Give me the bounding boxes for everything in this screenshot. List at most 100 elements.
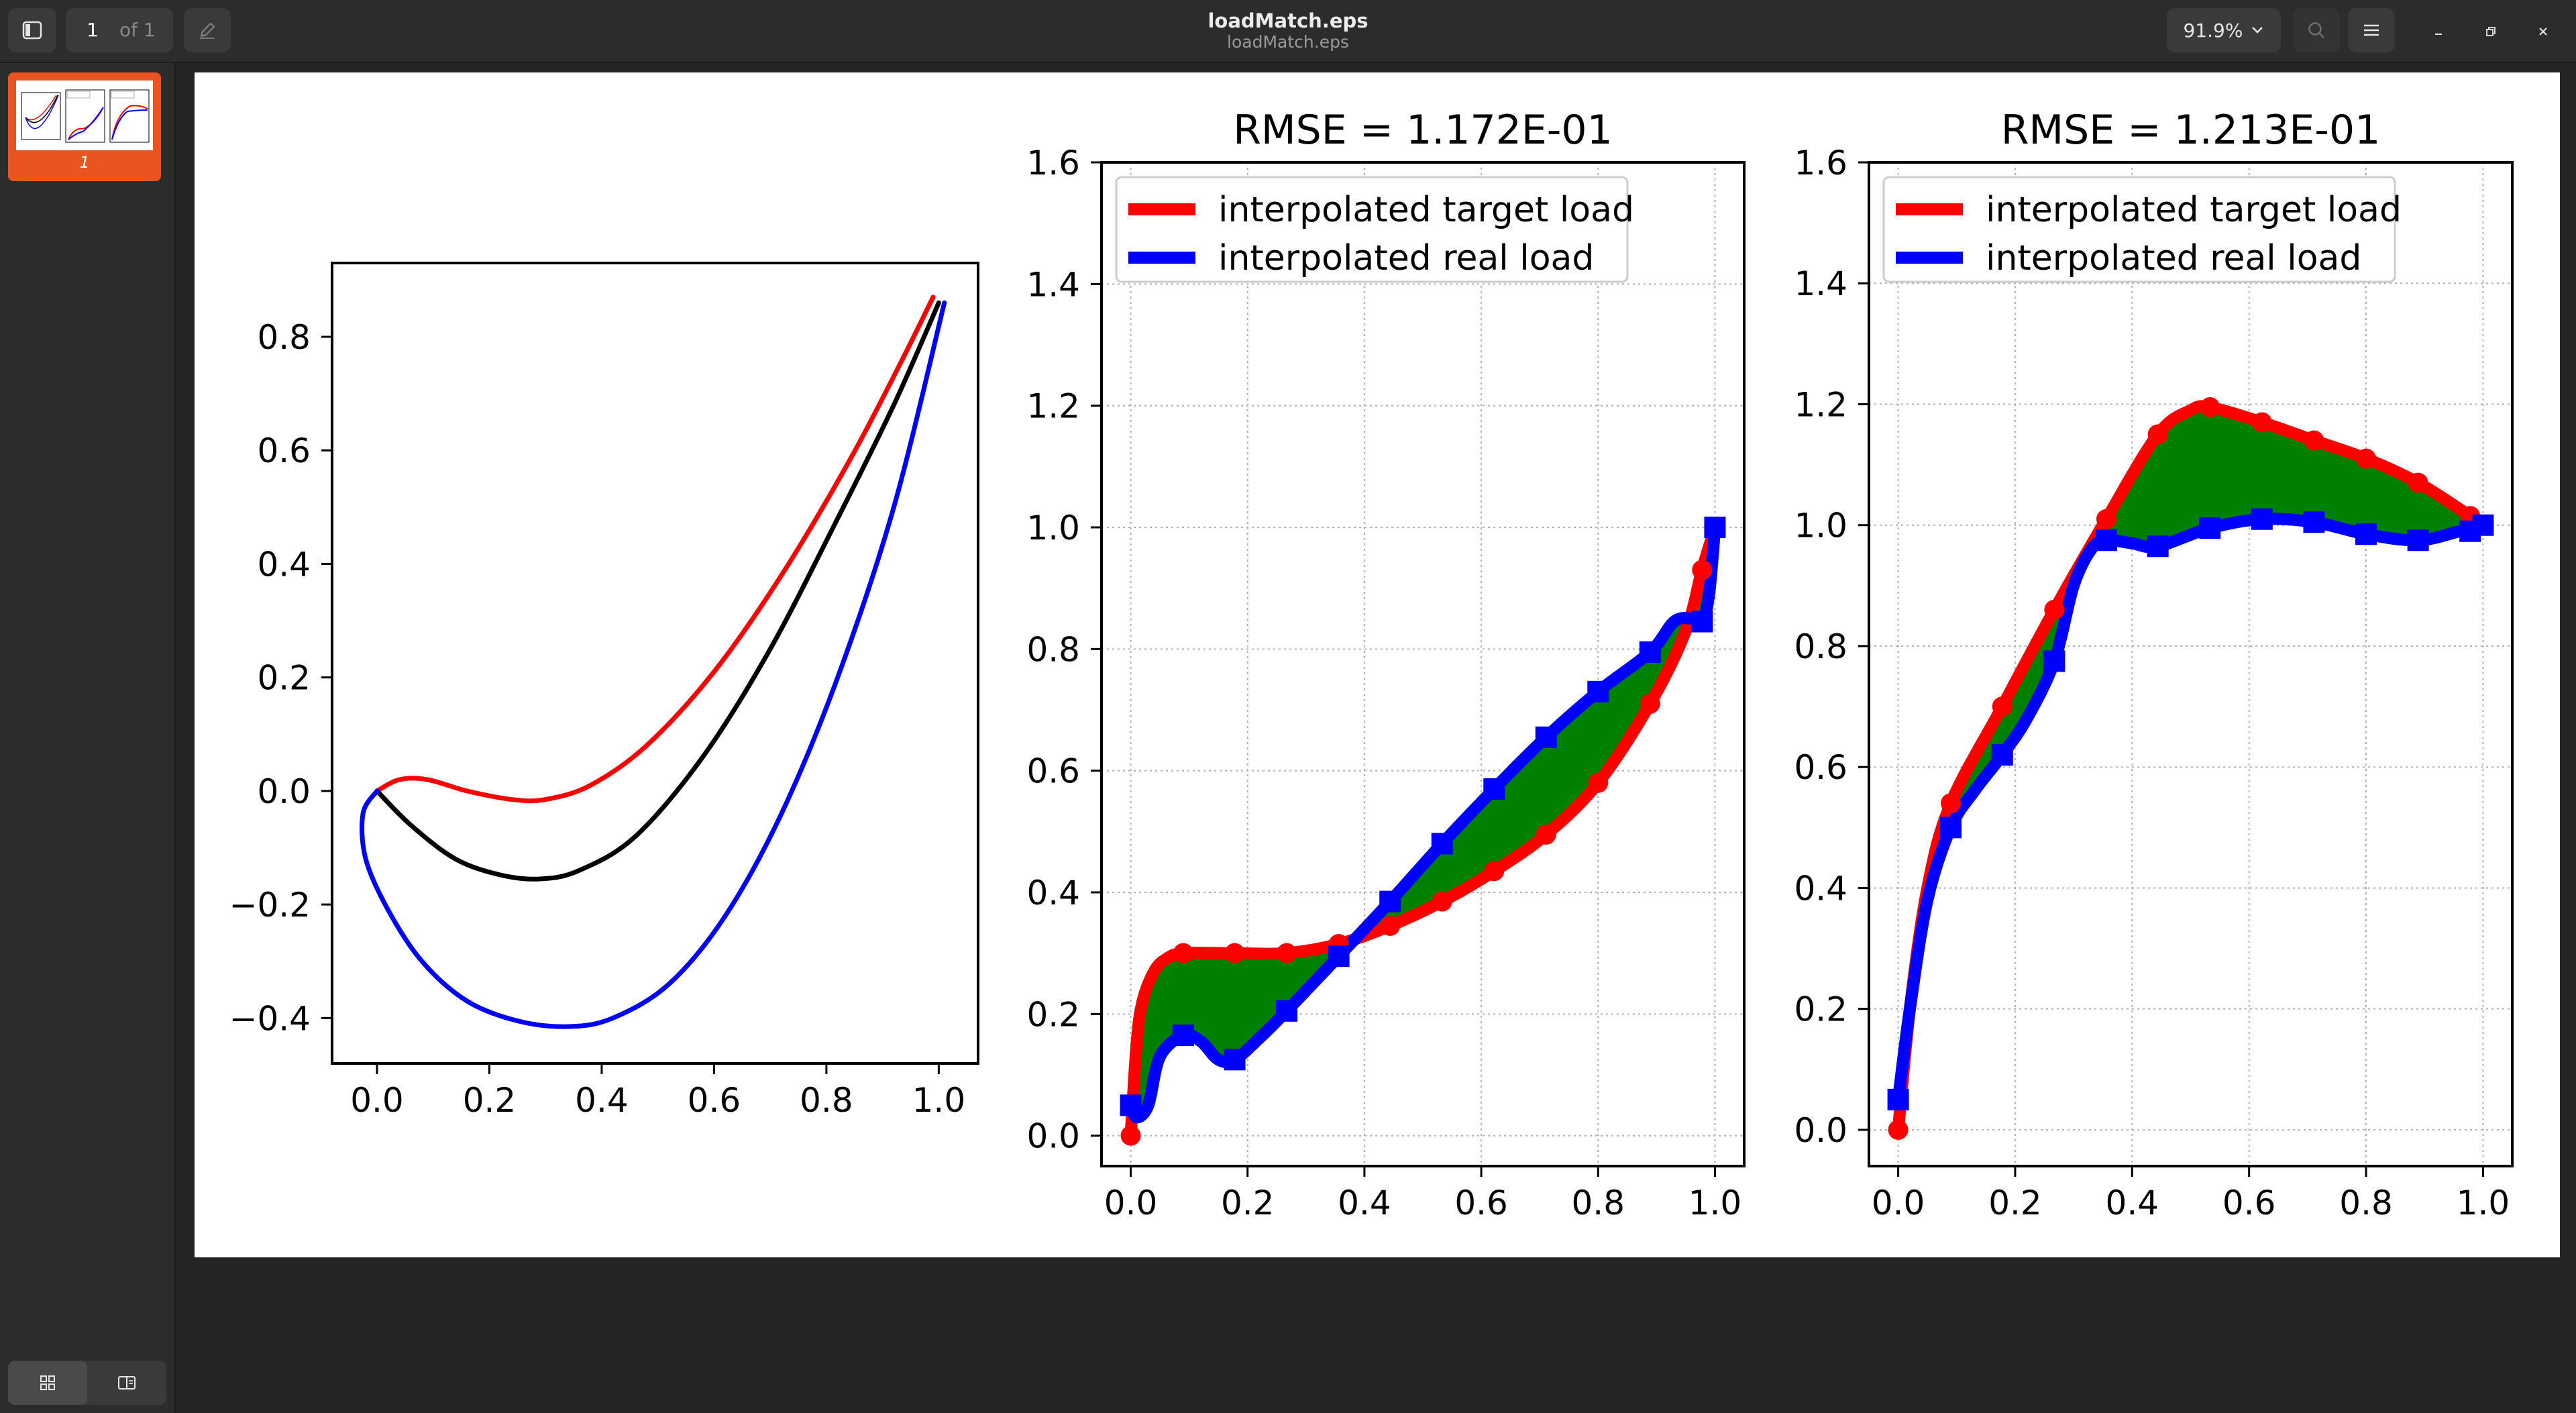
y-tick-label: 1.0: [1026, 509, 1080, 547]
window-title: loadMatch.eps: [1208, 9, 1368, 32]
zoom-dropdown[interactable]: 91.9%: [2167, 8, 2281, 52]
y-tick-label: −0.4: [229, 999, 311, 1038]
data-point-real: [1328, 945, 1350, 967]
y-tick-label: 0.6: [1026, 752, 1080, 791]
x-tick-label: 0.8: [1572, 1184, 1625, 1222]
series-line-interpolated-real-load: [1892, 513, 2489, 1106]
pencil-icon: [200, 22, 215, 39]
window-subtitle: loadMatch.eps: [1227, 32, 1349, 52]
data-point-real: [1991, 744, 2013, 766]
y-tick-label: 0.6: [257, 431, 311, 470]
minimize-button[interactable]: [2422, 15, 2455, 48]
data-point-real: [1276, 1000, 1298, 1022]
legend-box: [1882, 176, 2396, 283]
page-selector: 1 of 1: [66, 8, 173, 52]
header-bar: 1 of 1 loadMatch.eps loadMatch.eps 91.9%: [0, 0, 2576, 63]
series-line-2: [374, 300, 941, 882]
y-tick-label: 1.6: [1794, 144, 1847, 182]
y-tick-label: 0.4: [1026, 874, 1080, 912]
data-point-real: [2043, 650, 2065, 672]
y-tick-label: 1.4: [1026, 265, 1080, 304]
legend-label: interpolated target load: [1986, 190, 2402, 230]
data-point-real: [2303, 511, 2325, 533]
data-point-real: [1691, 611, 1713, 633]
data-point-target: [1888, 1119, 1909, 1140]
hamburger-icon: [2364, 24, 2379, 36]
y-tick-label: 0.6: [1794, 748, 1847, 787]
data-point-target: [1224, 943, 1245, 963]
thumbnails-view-button[interactable]: [8, 1361, 87, 1405]
book-icon: [118, 1376, 136, 1390]
y-tick-label: 1.6: [1026, 144, 1080, 182]
data-point-real: [2095, 529, 2117, 552]
document-page: 0.0 0.2 0.4 0.6 0.8 1.0 −0.4 −0.2 0.0 0.2 0.4 0.6 0.…: [195, 72, 2560, 1257]
data-point-target: [1640, 693, 1660, 714]
chart-title: RMSE = 1.213E-01: [2001, 107, 2381, 154]
data-point-target: [2044, 599, 2065, 620]
grid-icon: [40, 1375, 55, 1390]
data-point-real: [1172, 1025, 1194, 1047]
figure-canvas: 0.0 0.2 0.4 0.6 0.8 1.0−0.4−0.20.00.20.40.60.…: [229, 107, 2514, 1222]
y-tick-label: 0.2: [257, 659, 311, 698]
restore-icon: [2486, 27, 2496, 36]
data-point-real: [1535, 726, 1557, 748]
data-point-target: [2251, 412, 2272, 433]
x-tick-label: 0.0: [1104, 1184, 1158, 1222]
chevron-down-icon: [2252, 27, 2263, 34]
legend-label: interpolated target load: [1218, 190, 1634, 230]
minimize-icon: [2435, 34, 2442, 35]
x-tick-label: 0.2: [1221, 1184, 1275, 1222]
data-point-target: [1588, 772, 1609, 793]
data-point-target: [1173, 943, 1193, 963]
thumbnail-page-label: 1: [79, 153, 90, 172]
data-point-real: [1887, 1088, 1909, 1110]
y-tick-label: 0.0: [257, 772, 311, 811]
data-point-real: [1587, 680, 1609, 702]
x-tick-label: 1.0: [1688, 1184, 1742, 1222]
thumbnail-preview: [16, 81, 153, 150]
y-tick-label: 0.8: [1026, 630, 1080, 669]
data-point-real: [1224, 1049, 1246, 1071]
thumbnail-sidebar: 1: [0, 63, 176, 1413]
legend-label: interpolated real load: [1218, 238, 1594, 278]
y-tick-label: 1.0: [1794, 507, 1847, 545]
y-tick-label: 0.4: [257, 545, 311, 584]
sidebar-toggle-button[interactable]: [8, 8, 56, 52]
y-tick-label: 0.2: [1794, 990, 1847, 1029]
x-tick-label: 0.6: [1454, 1184, 1508, 1222]
y-tick-label: 1.2: [1794, 385, 1847, 424]
search-button[interactable]: [2293, 8, 2340, 52]
axes-frame: [1868, 161, 2514, 1167]
data-point-real: [1639, 641, 1661, 663]
data-point-target: [1536, 824, 1556, 845]
data-point-target: [2356, 448, 2377, 469]
chart-title: RMSE = 1.172E-01: [1233, 107, 1613, 154]
close-button[interactable]: [2526, 15, 2560, 48]
x-tick-label: 0.2: [1988, 1184, 2042, 1222]
outline-view-button[interactable]: [87, 1361, 166, 1405]
page-number-input[interactable]: 1: [87, 19, 99, 41]
x-tick-label: 0.4: [575, 1081, 629, 1120]
annotate-button[interactable]: [184, 8, 231, 52]
sidebar-view-switcher: [8, 1361, 166, 1405]
restore-button[interactable]: [2474, 15, 2508, 48]
data-point-real: [2472, 514, 2494, 536]
data-point-real: [1483, 778, 1505, 800]
data-point-real: [2407, 529, 2429, 552]
data-point-target: [1277, 943, 1297, 963]
data-point-target: [2147, 424, 2168, 445]
axes-frame: [331, 262, 979, 1065]
y-tick-label: 0.8: [1794, 627, 1847, 666]
data-point-target: [1992, 696, 2012, 717]
x-tick-label: 0.8: [2339, 1184, 2393, 1222]
page-thumbnail[interactable]: 1: [8, 72, 161, 181]
y-tick-label: 0.2: [1026, 995, 1080, 1034]
y-tick-label: 1.4: [1794, 264, 1847, 303]
x-tick-label: 0.4: [2106, 1184, 2159, 1222]
main-menu-button[interactable]: [2348, 8, 2395, 52]
x-tick-label: 0.0: [350, 1081, 404, 1120]
x-tick-label: 1.0: [912, 1081, 966, 1120]
x-tick-label: 0.6: [2222, 1184, 2276, 1222]
y-tick-label: 0.0: [1794, 1111, 1847, 1150]
legend-box: [1115, 176, 1629, 283]
